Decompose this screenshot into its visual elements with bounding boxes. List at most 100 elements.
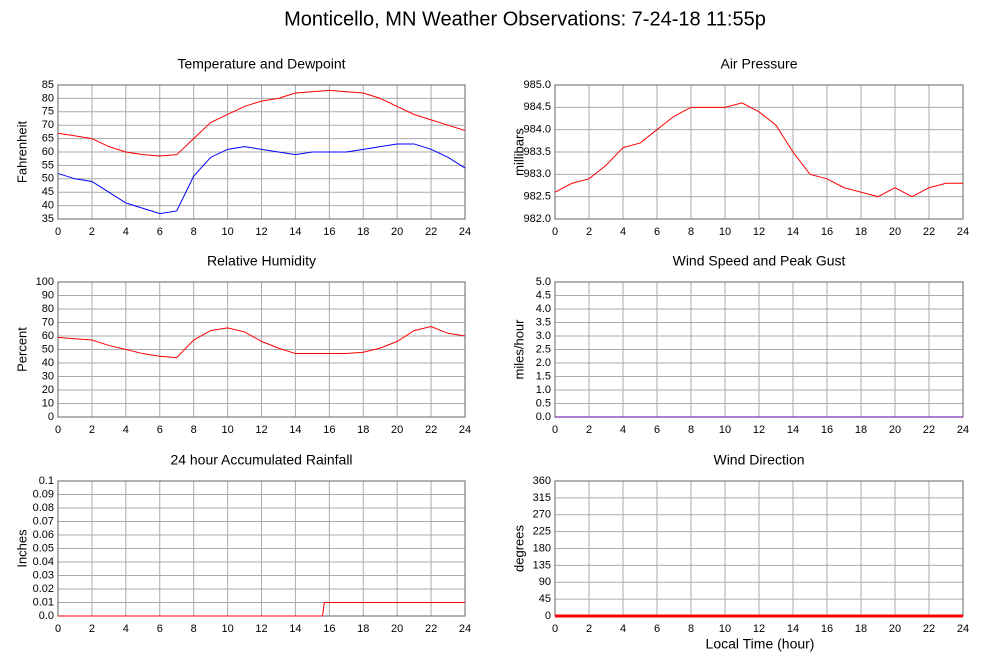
y-tick-label: 75 xyxy=(42,106,54,118)
x-tick-label: 22 xyxy=(425,226,437,238)
x-tick-label: 6 xyxy=(654,623,660,635)
y-tick-label: 0.01 xyxy=(33,596,54,608)
y-tick-label: 10 xyxy=(42,397,54,409)
chart-title: Air Pressure xyxy=(720,56,797,72)
x-tick-label: 4 xyxy=(620,226,626,238)
y-tick-label: 35 xyxy=(42,213,54,225)
y-tick-label: 45 xyxy=(539,593,551,605)
y-tick-label: 0.03 xyxy=(33,569,54,581)
y-tick-label: 983.5 xyxy=(523,146,551,158)
x-tick-label: 22 xyxy=(923,623,935,635)
chart-title: 24 hour Accumulated Rainfall xyxy=(170,452,352,468)
x-tick-label: 8 xyxy=(688,623,694,635)
y-tick-label: 0.09 xyxy=(33,488,54,500)
x-tick-label: 16 xyxy=(821,226,833,238)
y-tick-label: 983.0 xyxy=(523,168,551,180)
x-tick-label: 24 xyxy=(459,424,471,436)
y-tick-label: 0.04 xyxy=(33,556,54,568)
x-tick-label: 0 xyxy=(552,623,558,635)
x-tick-label: 22 xyxy=(425,424,437,436)
x-tick-label: 20 xyxy=(391,623,403,635)
y-tick-label: 0.07 xyxy=(33,515,54,527)
y-tick-label: 40 xyxy=(42,357,54,369)
y-tick-label: 225 xyxy=(533,526,551,538)
x-tick-label: 8 xyxy=(688,226,694,238)
y-tick-label: 45 xyxy=(42,186,54,198)
data-line xyxy=(554,102,963,198)
y-tick-label: 315 xyxy=(533,492,551,504)
y-tick-label: 982.5 xyxy=(523,191,551,203)
x-tick-label: 12 xyxy=(255,424,267,436)
y-tick-label: 270 xyxy=(533,509,551,521)
x-tick-label: 24 xyxy=(957,226,969,238)
y-tick-label: 3.0 xyxy=(536,330,551,342)
y-tick-label: 982.0 xyxy=(523,213,551,225)
y-tick-label: 90 xyxy=(539,576,551,588)
y-tick-label: 60 xyxy=(42,330,54,342)
x-tick-label: 6 xyxy=(157,424,163,436)
x-tick-label: 10 xyxy=(221,226,233,238)
x-tick-label: 2 xyxy=(89,424,95,436)
y-axis-label: Fahrenheit xyxy=(14,121,29,184)
y-tick-label: 360 xyxy=(533,475,551,487)
y-tick-label: 0.5 xyxy=(536,397,551,409)
y-tick-label: 90 xyxy=(42,289,54,301)
y-tick-label: 70 xyxy=(42,316,54,328)
plot-frame xyxy=(554,84,964,220)
y-tick-label: 50 xyxy=(42,173,54,185)
x-tick-label: 18 xyxy=(357,424,369,436)
y-tick-label: 5.0 xyxy=(536,276,551,288)
x-tick-label: 22 xyxy=(923,226,935,238)
y-tick-label: 1.5 xyxy=(536,370,551,382)
x-tick-label: 20 xyxy=(889,424,901,436)
y-tick-label: 55 xyxy=(42,159,54,171)
x-tick-label: 8 xyxy=(191,623,197,635)
x-tick-label: 22 xyxy=(923,424,935,436)
x-tick-label: 10 xyxy=(221,623,233,635)
x-tick-label: 24 xyxy=(957,623,969,635)
x-tick-label: 4 xyxy=(123,226,129,238)
y-tick-label: 20 xyxy=(42,384,54,396)
x-tick-label: 12 xyxy=(753,424,765,436)
y-tick-label: 80 xyxy=(42,303,54,315)
x-tick-label: 10 xyxy=(719,623,731,635)
y-tick-label: 4.0 xyxy=(536,303,551,315)
x-tick-label: 8 xyxy=(191,226,197,238)
data-line xyxy=(57,326,466,359)
x-tick-label: 14 xyxy=(787,226,799,238)
y-tick-label: 2.0 xyxy=(536,357,551,369)
x-tick-label: 16 xyxy=(323,623,335,635)
y-tick-label: 0.1 xyxy=(39,475,54,487)
x-tick-label: 14 xyxy=(787,424,799,436)
x-tick-label: 24 xyxy=(459,226,471,238)
x-tick-label: 2 xyxy=(89,226,95,238)
y-tick-label: 0.0 xyxy=(536,411,551,423)
x-tick-label: 6 xyxy=(654,424,660,436)
y-tick-label: 65 xyxy=(42,133,54,145)
x-tick-label: 10 xyxy=(719,424,731,436)
chart-title: Wind Speed and Peak Gust xyxy=(673,253,846,269)
x-tick-label: 6 xyxy=(654,226,660,238)
y-tick-label: 30 xyxy=(42,370,54,382)
x-tick-label: 2 xyxy=(586,424,592,436)
x-tick-label: 20 xyxy=(889,623,901,635)
data-line xyxy=(57,89,466,157)
plot-frame xyxy=(57,84,466,220)
chart-title: Wind Direction xyxy=(713,452,804,468)
y-tick-label: 0.08 xyxy=(33,502,54,514)
plot-frame xyxy=(57,281,466,418)
y-axis-label: Percent xyxy=(14,327,29,372)
y-tick-label: 70 xyxy=(42,119,54,131)
x-tick-label: 18 xyxy=(357,623,369,635)
x-tick-label: 14 xyxy=(289,226,301,238)
x-tick-label: 24 xyxy=(459,623,471,635)
x-tick-label: 0 xyxy=(55,226,61,238)
y-tick-label: 135 xyxy=(533,559,551,571)
x-tick-label: 20 xyxy=(391,424,403,436)
y-tick-label: 50 xyxy=(42,343,54,355)
x-tick-label: 4 xyxy=(620,623,626,635)
x-tick-label: 10 xyxy=(221,424,233,436)
x-tick-label: 2 xyxy=(89,623,95,635)
